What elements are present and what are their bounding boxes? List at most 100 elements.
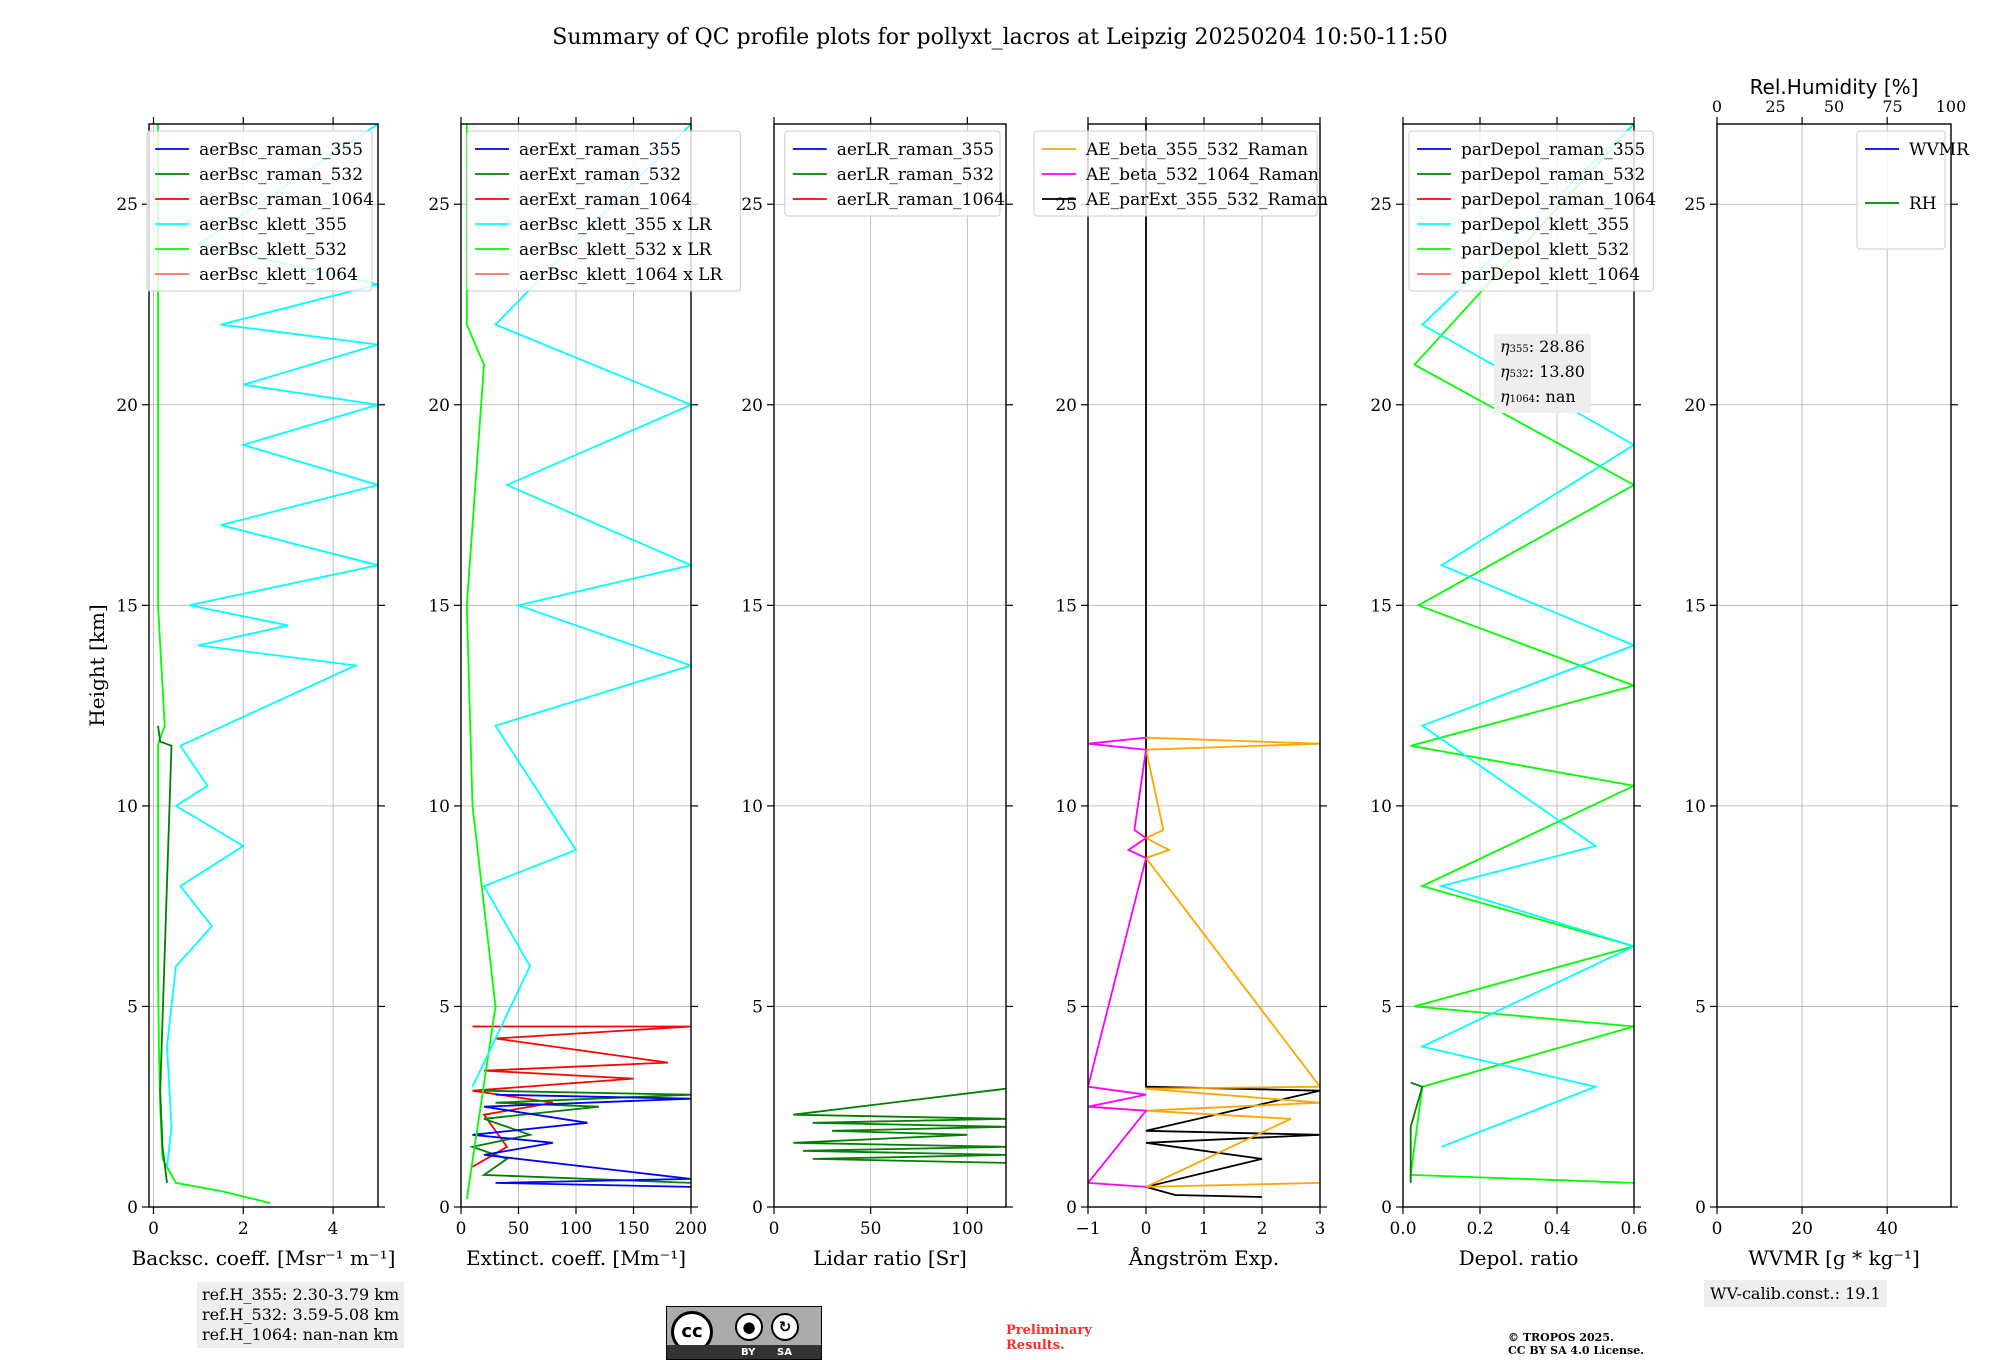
panel-1	[142, 117, 385, 1214]
series-line-aerExt_raman_355	[472, 1093, 691, 1188]
x-tick-label: 100	[951, 1219, 983, 1239]
series-line-aerBsc_klett_355	[166, 124, 378, 1168]
x-tick-label: 0.6	[1620, 1219, 1647, 1239]
by-label: BY	[741, 1347, 756, 1358]
y-tick-label: 15	[428, 596, 450, 616]
legend-label: aerLR_raman_355	[837, 140, 994, 160]
series-line-AE_beta_532_1064_Raman	[1088, 736, 1148, 1188]
panel-6	[1710, 117, 1958, 1214]
legend-label: RH	[1909, 194, 1937, 214]
panel-2	[454, 117, 741, 1214]
series-line-parDepol_klett_355	[1419, 124, 1634, 1148]
y-tick-label: 0	[1066, 1198, 1077, 1218]
wv-calib-box: WV-calib.const.: 19.1	[1704, 1280, 1887, 1307]
series-line-aerExt_raman_1064	[472, 1025, 691, 1168]
series-group	[157, 124, 378, 1204]
series-line-AE_beta_355_532_Raman	[1143, 736, 1320, 1188]
y-tick-label: 10	[741, 797, 763, 817]
x2-tick-label: 0	[1712, 97, 1722, 116]
x-axis-label: Lidar ratio [Sr]	[813, 1246, 967, 1270]
y-tick-label: 15	[741, 596, 763, 616]
panel-3	[767, 117, 1013, 1214]
x-tick-label: 0.0	[1389, 1219, 1416, 1239]
axes-frame	[148, 123, 379, 1208]
sa-label: SA	[777, 1347, 792, 1358]
x-tick-label: 0.2	[1466, 1219, 1493, 1239]
legend-label: AE_beta_532_1064_Raman	[1085, 165, 1319, 185]
legend-label: aerBsc_raman_355	[199, 140, 363, 160]
series-group	[1088, 124, 1320, 1198]
y-tick-label: 25	[1370, 195, 1392, 215]
x-axis-label: WVMR [g * kg⁻¹]	[1748, 1246, 1920, 1270]
legend-label: aerBsc_raman_1064	[199, 190, 374, 210]
legend-label: parDepol_klett_532	[1461, 240, 1629, 260]
y-tick-label: 20	[116, 396, 138, 416]
series-line-aerLR_raman_532	[793, 1087, 1006, 1164]
x-tick-label: 1	[1199, 1219, 1210, 1239]
y-tick-label: 0	[1695, 1198, 1706, 1218]
series-group	[1409, 124, 1634, 1184]
series-line-parDepol_klett_532	[1409, 124, 1634, 1184]
x-tick-label: 20	[1791, 1219, 1813, 1239]
axes-frame	[1716, 123, 1952, 1208]
y-tick-label: 5	[439, 997, 450, 1017]
x-tick-label: −1	[1075, 1219, 1100, 1239]
series-line-aerExt_raman_532	[469, 1089, 691, 1184]
x2-tick-label: 50	[1824, 97, 1844, 116]
y-tick-label: 5	[1695, 997, 1706, 1017]
y-tick-label: 10	[428, 797, 450, 817]
x-tick-label: 150	[617, 1219, 649, 1239]
eta-355: η355: 28.86	[1500, 337, 1585, 356]
x-tick-label: 0	[769, 1219, 780, 1239]
x-axis-label: Backsc. coeff. [Msr⁻¹ m⁻¹]	[132, 1246, 396, 1270]
x-tick-label: 0	[1141, 1219, 1152, 1239]
eta-1064: η1064: nan	[1500, 387, 1576, 406]
x2-tick-label: 75	[1882, 97, 1902, 116]
legend-label: WVMR	[1909, 140, 1970, 160]
x-tick-label: 50	[508, 1219, 530, 1239]
y-tick-label: 10	[1055, 797, 1077, 817]
y-tick-label: 5	[1381, 997, 1392, 1017]
cc-badge-strip	[667, 1345, 821, 1359]
x-tick-label: 100	[560, 1219, 592, 1239]
axes-frame	[773, 123, 1007, 1208]
by-person-icon: ●	[735, 1313, 763, 1341]
y-tick-label: 20	[1055, 396, 1077, 416]
legend-label: aerBsc_klett_355 x LR	[519, 215, 713, 235]
y-tick-label: 5	[127, 997, 138, 1017]
series-line-aerBsc_klett_532 x LR	[465, 124, 497, 1200]
y-tick-label: 25	[1055, 195, 1077, 215]
cc-license-badge: cc ● ↻ BY SA	[666, 1306, 822, 1360]
y-tick-label: 10	[1684, 797, 1706, 817]
legend-box	[1856, 130, 1946, 250]
series-line-aerBsc_klett_355 x LR	[471, 124, 691, 1088]
legend-label: AE_parExt_355_532_Raman	[1085, 190, 1328, 210]
y-tick-label: 15	[1370, 596, 1392, 616]
copyright-note: © TROPOS 2025. CC BY SA 4.0 License.	[1508, 1331, 1645, 1357]
legend-label: aerBsc_klett_355	[199, 215, 347, 235]
y-tick-label: 20	[1370, 396, 1392, 416]
series-line-aerBsc_klett_532	[157, 124, 271, 1204]
x-tick-label: 2	[238, 1219, 249, 1239]
x-tick-label: 3	[1315, 1219, 1326, 1239]
series-group	[465, 124, 691, 1200]
legend-box	[1033, 130, 1318, 217]
y-tick-label: 20	[428, 396, 450, 416]
y-axis-label: Height [km]	[85, 604, 109, 726]
legend-label: aerBsc_klett_532 x LR	[519, 240, 713, 260]
legend-label: aerExt_raman_355	[519, 140, 681, 160]
series-line-parDepol_raman_532	[1409, 1081, 1424, 1183]
y-tick-label: 0	[439, 1198, 450, 1218]
y-tick-label: 25	[741, 195, 763, 215]
eta-532: η532: 13.80	[1500, 362, 1585, 381]
y-tick-label: 5	[752, 997, 763, 1017]
x-tick-label: 4	[328, 1219, 339, 1239]
y-tick-label: 15	[1684, 596, 1706, 616]
x-axis-label: Ångström Exp.	[1128, 1245, 1279, 1270]
y-tick-label: 20	[1684, 396, 1706, 416]
series-group	[793, 1087, 1006, 1164]
figure-title: Summary of QC profile plots for pollyxt_…	[552, 25, 1447, 50]
x-tick-label: 0	[1712, 1219, 1723, 1239]
y-tick-label: 0	[752, 1198, 763, 1218]
y-tick-label: 25	[428, 195, 450, 215]
